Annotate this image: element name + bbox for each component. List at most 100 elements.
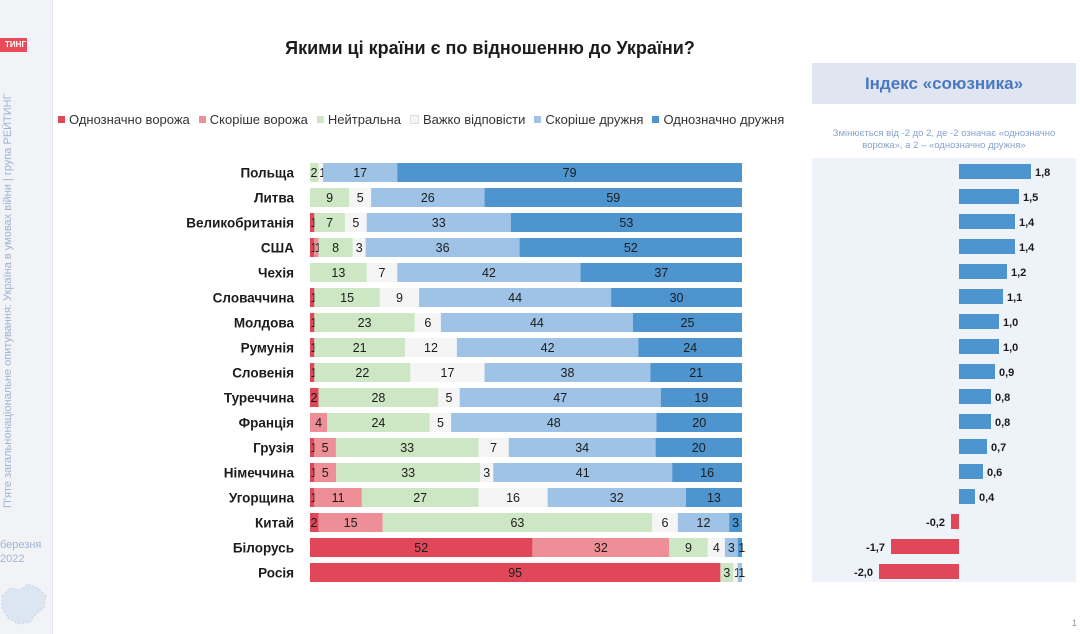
bar-segment xyxy=(310,413,328,432)
data-label: 9 xyxy=(396,291,403,305)
legend-swatch xyxy=(652,115,660,123)
category-label: Словенія xyxy=(232,366,294,381)
data-label: 2 xyxy=(311,166,318,180)
bar-segment xyxy=(310,338,315,357)
bar-segment xyxy=(438,388,460,407)
bar-segment xyxy=(318,388,439,407)
data-label: 12 xyxy=(697,516,711,530)
bar-segment xyxy=(371,188,485,207)
bar-segment xyxy=(720,563,734,582)
index-value-label: -2,0 xyxy=(854,567,873,579)
legend-label: Однозначно ворожа xyxy=(69,111,190,127)
index-bar xyxy=(959,489,975,504)
legend-swatch xyxy=(316,115,324,123)
bar-segment xyxy=(480,463,494,482)
data-label: 5 xyxy=(322,466,329,480)
data-label: 1 xyxy=(311,491,318,505)
bar-segment xyxy=(310,363,315,382)
bar-segment xyxy=(349,188,372,207)
data-label: 3 xyxy=(732,516,739,530)
data-label: 44 xyxy=(530,316,544,330)
index-bar xyxy=(959,339,999,354)
bar-segment xyxy=(365,238,520,257)
bar-segment xyxy=(382,513,653,532)
data-label: 15 xyxy=(340,291,354,305)
bar-segment xyxy=(547,488,686,507)
legend-item: Скоріше дружня xyxy=(534,112,643,127)
index-value-label: 0,4 xyxy=(979,492,995,504)
bar-segment xyxy=(314,288,380,307)
data-label: 6 xyxy=(662,516,669,530)
data-label: 1 xyxy=(738,566,745,580)
data-label: 52 xyxy=(624,241,638,255)
bar-segment xyxy=(508,438,656,457)
data-label: 44 xyxy=(508,291,522,305)
bar-segment xyxy=(314,363,411,382)
bar-segment xyxy=(611,288,742,307)
bar-segment xyxy=(638,338,742,357)
bar-segment xyxy=(310,563,721,582)
data-label: 3 xyxy=(356,241,363,255)
category-label: Литва xyxy=(254,191,295,206)
bar-segment xyxy=(352,238,366,257)
bar-segment xyxy=(323,163,398,182)
index-bar xyxy=(959,164,1031,179)
legend-swatch xyxy=(409,114,419,124)
index-bar xyxy=(959,214,1015,229)
bar-segment xyxy=(672,463,742,482)
bar-segment xyxy=(318,163,324,182)
data-label: 21 xyxy=(353,341,367,355)
bar-segment xyxy=(484,363,651,382)
data-label: 23 xyxy=(358,316,372,330)
data-label: 20 xyxy=(692,416,706,430)
index-value-label: 1,4 xyxy=(1019,217,1035,229)
bar-segment xyxy=(519,238,742,257)
sidebar: ТИНГ П'яте загальнонаціональне опитуванн… xyxy=(0,0,53,634)
index-value-label: 0,9 xyxy=(999,367,1014,379)
category-label: Німеччина xyxy=(224,466,295,481)
bar-segment xyxy=(366,213,511,232)
data-label: 16 xyxy=(506,491,520,505)
chart-legend: Однозначно ворожа Скоріше ворожа Нейтральн… xyxy=(58,111,798,127)
data-label: 3 xyxy=(723,566,730,580)
page-number: 1 xyxy=(1072,618,1078,628)
data-label: 1 xyxy=(311,241,318,255)
category-label: Грузія xyxy=(253,441,294,456)
category-label: Польща xyxy=(240,166,294,181)
legend-label: Важко відповісти xyxy=(422,111,526,127)
survey-date-month: березня xyxy=(0,539,42,551)
data-label: 33 xyxy=(400,441,414,455)
index-value-label: 0,8 xyxy=(995,417,1010,429)
data-label: 32 xyxy=(610,491,624,505)
data-label: 1 xyxy=(311,316,318,330)
data-label: 26 xyxy=(421,191,435,205)
data-label: 5 xyxy=(357,191,364,205)
index-bar xyxy=(959,364,995,379)
data-label: 5 xyxy=(446,391,453,405)
data-label: 24 xyxy=(371,416,385,430)
chart-title: Якими ці країни є по відношенню до Украї… xyxy=(285,38,695,58)
brand-logo-badge: ТИНГ xyxy=(0,38,27,52)
data-label: 7 xyxy=(490,441,497,455)
data-label: 1 xyxy=(311,216,318,230)
data-label: 7 xyxy=(379,266,386,280)
legend-label: Скоріше ворожа xyxy=(209,111,308,127)
bar-segment xyxy=(310,313,315,332)
index-bar xyxy=(879,564,959,579)
legend-label: Однозначно дружня xyxy=(663,111,785,127)
category-label: Білорусь xyxy=(233,541,294,556)
survey-date-year: 2022 xyxy=(0,553,25,565)
data-label: 22 xyxy=(355,366,369,380)
bar-segment xyxy=(484,188,742,207)
data-label: 3 xyxy=(728,541,735,555)
data-label: 15 xyxy=(344,516,358,530)
category-label: Чехія xyxy=(258,266,294,281)
category-label: Росія xyxy=(258,566,294,581)
category-label: Словаччина xyxy=(213,291,295,306)
category-label: Туреччина xyxy=(224,391,295,406)
bar-segment xyxy=(310,513,319,532)
bar-segment xyxy=(493,463,673,482)
bar-segment xyxy=(707,538,725,557)
data-label: 63 xyxy=(510,516,524,530)
bar-segment xyxy=(397,263,581,282)
